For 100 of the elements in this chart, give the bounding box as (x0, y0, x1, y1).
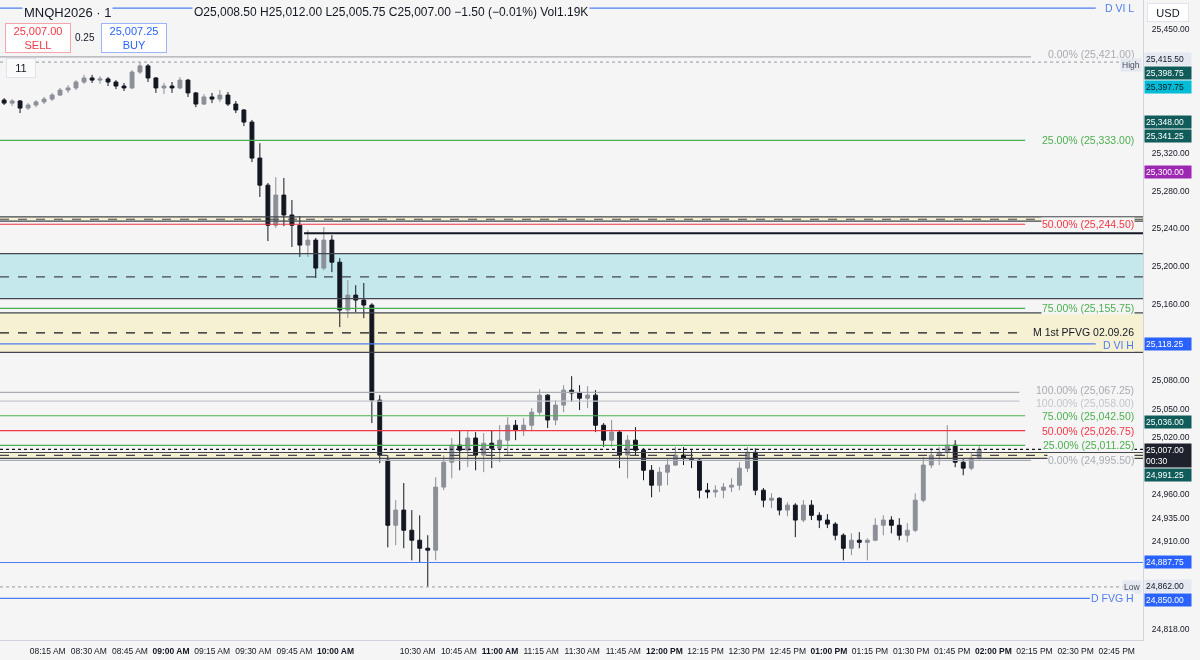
candlestick (601, 422, 606, 448)
candlestick (920, 456, 926, 503)
x-tick-label: 01:00 PM (810, 646, 848, 657)
candlestick (944, 424, 950, 459)
ref-line-label: M 1st PFVG 02.09.26 (1033, 326, 1135, 338)
candlestick (81, 74, 87, 85)
x-tick-label: 10:00 AM (316, 646, 355, 657)
candlestick (625, 434, 631, 479)
candlestick (113, 79, 119, 90)
candlestick (337, 257, 343, 328)
candlestick (840, 532, 846, 561)
candlestick (9, 98, 15, 107)
y-tick-label: 24,818.00 (1151, 623, 1190, 634)
candlestick (409, 509, 415, 561)
chart-title: MNQH2026 · 1 (24, 5, 112, 20)
candlestick (209, 92, 215, 104)
candlestick (665, 457, 670, 486)
chart-subtitle: O25,008.50 H25,012.00 L25,005.75 C25,007.00 −1.50 (−0.01%) Vol1.19K (194, 5, 589, 19)
ref-line-label: 75.00% (25,042.50) (1042, 410, 1135, 422)
candlestick (657, 466, 662, 493)
candlestick (417, 514, 423, 563)
candlestick (809, 499, 814, 521)
candlestick (1, 97, 7, 106)
candlestick (785, 501, 790, 517)
text: 24,850.00 (1146, 595, 1185, 605)
ref-line-label: 25.00% (25,011.25) (1043, 439, 1135, 451)
candlestick (161, 82, 167, 95)
candlestick (169, 81, 175, 94)
ref-line-label: 0.00% (24,995.50) (1048, 454, 1135, 466)
candlestick (441, 454, 447, 491)
candlestick (177, 76, 183, 90)
candlestick (153, 76, 159, 94)
candlestick (769, 492, 774, 509)
x-tick-label: 12:15 PM (687, 646, 724, 657)
text: 25,007.00 00:30 (1146, 445, 1185, 467)
candlestick (497, 424, 503, 463)
candlestick (848, 532, 854, 556)
candlestick (425, 534, 431, 588)
candlestick (145, 63, 151, 83)
candlestick (401, 482, 407, 549)
annotation: 25,007.25 BUY (109, 24, 159, 52)
ref-line-label: Low (1124, 582, 1141, 592)
candlestick (864, 537, 870, 561)
y-tick-label: 25,050.00 (1151, 403, 1190, 414)
annotation: 0.25 (75, 32, 95, 43)
candlestick (896, 517, 902, 541)
candlestick (888, 515, 894, 534)
text: 24,887.75 (1146, 557, 1185, 567)
x-tick-label: 08:45 AM (111, 646, 148, 657)
ref-line-label: 50.00% (25,244.50) (1042, 218, 1135, 230)
text: 25,348.00 (1146, 117, 1185, 127)
ref-line-label: 50.00% (25,026.75) (1042, 425, 1135, 437)
x-tick-label: 02:45 PM (1098, 646, 1135, 657)
ref-line-label: 25.00% (25,333.00) (1042, 134, 1135, 146)
candlestick (505, 416, 511, 456)
ref-line-label: 0.00% (25,421.00) (1048, 48, 1135, 60)
candlestick (25, 102, 31, 111)
text: 25,118.25 (1146, 339, 1184, 349)
x-tick-label: 11:45 AM (605, 646, 641, 657)
x-tick-label: 08:15 AM (29, 646, 66, 657)
candlestick (185, 78, 191, 98)
candlestick (305, 229, 311, 258)
x-tick-label: 09:00 AM (152, 646, 190, 657)
ref-line-label: 75.00% (25,155.75) (1042, 302, 1135, 314)
candlestick (521, 417, 527, 437)
candlestick (57, 87, 63, 97)
candlestick (41, 96, 47, 105)
x-tick-label: 02:00 PM (974, 646, 1012, 657)
ref-line-label: High (1122, 60, 1140, 70)
candlestick (856, 531, 862, 549)
annotation: 25,007.00 SELL (13, 24, 63, 52)
candlestick (345, 279, 351, 319)
text: 25,300.00 (1146, 167, 1185, 177)
candlestick (609, 419, 615, 448)
candlestick (800, 499, 806, 523)
candlestick (593, 389, 598, 433)
candlestick (697, 457, 702, 499)
candlestick (49, 92, 55, 102)
candlestick (193, 91, 199, 108)
candlestick (89, 74, 95, 84)
candlestick (393, 499, 399, 546)
x-tick-label: 01:30 PM (892, 646, 930, 657)
x-tick-label: 11:00 AM (481, 646, 519, 657)
candlestick (433, 476, 439, 561)
candlestick (361, 282, 367, 319)
text: 25,036.00 (1146, 417, 1185, 427)
annotation: 11 (15, 62, 27, 74)
candlestick (880, 514, 886, 536)
candlestick (705, 482, 710, 499)
text: 25,397.75 (1146, 82, 1185, 92)
x-tick-label: 02:15 PM (1016, 646, 1053, 657)
candlestick (105, 76, 111, 87)
candlestick (712, 484, 718, 498)
ref-line-label: D VI L (1105, 2, 1135, 14)
candlestick (816, 511, 822, 529)
ref-line-label: D FVG H (1091, 592, 1134, 604)
y-tick-label: 25,450.00 (1151, 24, 1190, 35)
ref-line-label: 100.00% (25,067.25) (1036, 384, 1135, 396)
candlestick (201, 93, 207, 106)
candlestick (321, 226, 327, 271)
